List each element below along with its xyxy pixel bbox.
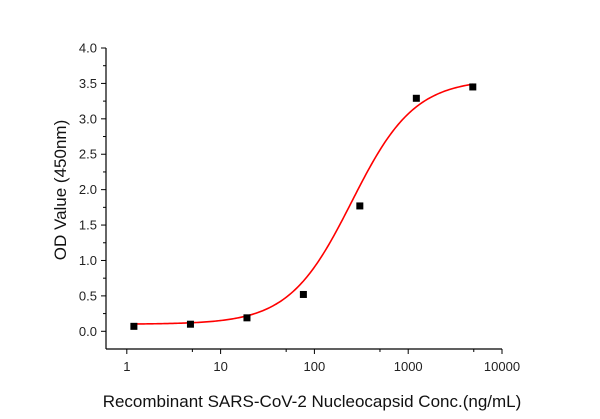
y-tick-label: 2.5: [79, 147, 97, 162]
y-tick-label: 3.5: [79, 76, 97, 91]
x-tick-label: 1: [123, 359, 130, 374]
fit-curve: [133, 83, 473, 325]
data-point: [469, 83, 477, 91]
data-point: [186, 320, 194, 328]
x-tick-label: 100: [304, 359, 326, 374]
y-tick-label: 2.0: [79, 182, 97, 197]
y-axis-label: OD Value (450nm): [51, 120, 70, 260]
data-point: [243, 314, 251, 322]
data-point: [356, 202, 364, 210]
data-points: [130, 83, 477, 330]
y-tick-label: 0.0: [79, 324, 97, 339]
x-tick-label: 10: [213, 359, 227, 374]
data-point: [412, 94, 420, 102]
x-tick-label: 1000: [394, 359, 423, 374]
data-point: [299, 290, 307, 298]
axes: 0.0 0.5 1.0 1.5 2.0 2.5 3.0 3.5 4.0 1 10 100 1000 100…: [79, 41, 520, 375]
data-point: [130, 322, 138, 330]
y-tick-label: 4.0: [79, 41, 97, 56]
x-tick-label: 10000: [484, 359, 520, 374]
x-axis-label: Recombinant SARS-CoV-2 Nucleocapsid Conc…: [103, 392, 522, 411]
y-tick-label: 0.5: [79, 288, 97, 303]
y-tick-label: 1.0: [79, 253, 97, 268]
y-tick-label: 1.5: [79, 218, 97, 233]
y-tick-label: 3.0: [79, 111, 97, 126]
